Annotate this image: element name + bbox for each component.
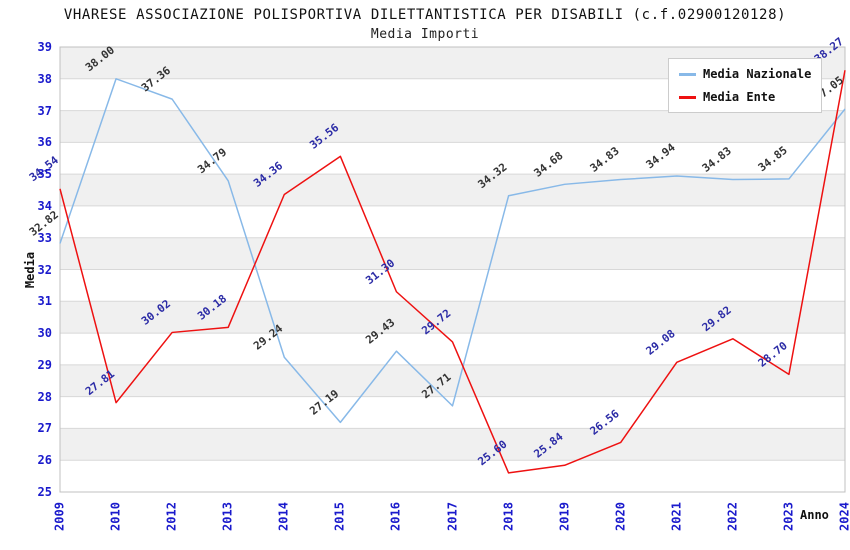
- chart-title: VHARESE ASSOCIAZIONE POLISPORTIVA DILETT…: [63, 7, 787, 23]
- x-tick-label: 2020: [613, 502, 628, 531]
- x-tick-label: 2021: [669, 502, 684, 531]
- plot-band: [60, 142, 845, 175]
- x-tick-label: 2015: [332, 502, 347, 531]
- y-tick-label: 29: [37, 357, 52, 372]
- y-tick-label: 26: [37, 453, 52, 468]
- legend-label: Media Ente: [703, 90, 776, 104]
- x-tick-label: 2024: [837, 502, 850, 531]
- plot-border: [59, 46, 846, 493]
- x-tick-label: 2010: [108, 502, 123, 531]
- y-tick-label: 33: [37, 230, 52, 245]
- x-tick-label: 2012: [164, 502, 179, 531]
- y-tick-label: 34: [37, 198, 52, 213]
- legend-label: Media Nazionale: [703, 67, 812, 81]
- y-tick-label: 32: [37, 262, 52, 277]
- x-tick-label: 2017: [445, 502, 459, 531]
- chart-subtitle: Media Importi: [370, 27, 480, 42]
- plot-band: [60, 237, 845, 270]
- x-tick-label: 2013: [220, 502, 235, 531]
- plot-band: [60, 460, 845, 492]
- series-line-media-ente: [59, 70, 846, 474]
- y-tick-label: 38: [37, 71, 52, 86]
- x-tick-label: 2022: [725, 502, 740, 531]
- plot-band: [60, 333, 845, 365]
- plot-band: [60, 428, 845, 461]
- y-tick-label: 27: [37, 421, 52, 436]
- line-swatch-icon: [679, 72, 696, 76]
- x-tick-label: 2009: [52, 502, 67, 531]
- x-tick-label: 2018: [501, 502, 516, 531]
- series-line-media-nazionale: [59, 78, 846, 424]
- y-tick-label: 36: [37, 135, 52, 150]
- plot-band: [60, 110, 845, 143]
- legend: Media Nazionale Media Ente: [668, 58, 823, 113]
- x-axis-title: Anno: [800, 508, 829, 522]
- plot-band: [60, 396, 845, 429]
- y-tick-label: 37: [37, 103, 52, 118]
- x-tick-label: 2016: [388, 502, 403, 531]
- y-tick-label: 31: [37, 294, 52, 309]
- x-tick-label: 2023: [781, 502, 796, 531]
- y-tick-label: 39: [37, 40, 52, 54]
- plot-band: [60, 364, 845, 397]
- plot-band: [60, 269, 845, 302]
- legend-item-media-ente: Media Ente: [679, 90, 811, 104]
- plot-band: [60, 174, 845, 206]
- y-tick-label: 25: [37, 485, 52, 499]
- x-tick-label: 2014: [276, 502, 291, 531]
- plot-band: [60, 205, 845, 238]
- y-tick-label: 28: [37, 389, 52, 404]
- legend-item-media-nazionale: Media Nazionale: [679, 67, 811, 81]
- x-tick-label: 2019: [557, 502, 572, 531]
- plot-band: [60, 301, 845, 334]
- y-tick-label: 30: [37, 326, 52, 341]
- line-swatch-icon: [679, 95, 696, 99]
- y-tick-label: 35: [37, 167, 52, 182]
